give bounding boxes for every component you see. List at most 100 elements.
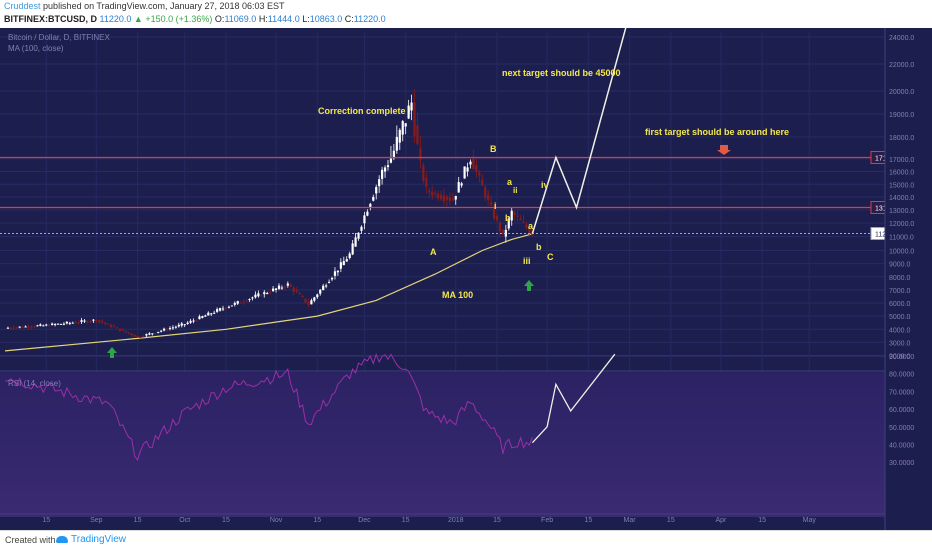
annotation-label: first target should be around here <box>645 127 789 137</box>
candle-up <box>360 226 363 231</box>
candle-down <box>242 301 245 303</box>
time-tick-label: 15 <box>667 517 675 524</box>
candle-down <box>104 322 107 324</box>
candle-up <box>351 243 354 255</box>
chart-frame[interactable]: 17101.713178.611220.0 2000.03000.04000.0… <box>0 3 932 530</box>
candle-up <box>392 150 395 159</box>
candle-up <box>280 287 284 289</box>
candle-up <box>507 218 510 229</box>
candle-down <box>98 320 101 322</box>
price-tick-label: 24000.0 <box>889 35 914 42</box>
candle-up <box>469 161 472 165</box>
candle-down <box>307 301 310 305</box>
candle-down <box>425 177 428 187</box>
candle-down <box>33 326 36 328</box>
candle-down <box>301 295 304 298</box>
price-tick-label: 11000.0 <box>889 235 914 242</box>
chart-canvas[interactable]: 17101.713178.611220.0 2000.03000.04000.0… <box>0 3 932 530</box>
candle-up <box>313 297 316 301</box>
candle-up <box>271 288 275 291</box>
candle-down <box>95 320 98 322</box>
published-text: published on TradingView.com, January 27… <box>43 1 285 11</box>
price-axis[interactable]: 2000.0 3000.0 4000.0 5000.0 6000.0 7000.0 8000… <box>884 28 932 530</box>
candle-up <box>375 186 378 194</box>
candle-down <box>295 290 298 292</box>
candle-up <box>363 215 366 224</box>
candle-up <box>68 322 71 324</box>
price-tick-label: 14000.0 <box>889 195 914 202</box>
candle-up <box>204 315 207 317</box>
wave-label: a <box>528 221 534 231</box>
rsi-tick-label: 30.0000 <box>889 460 914 467</box>
candle-up <box>80 320 83 322</box>
candle-down <box>239 302 242 304</box>
candle-up <box>407 105 410 119</box>
time-tick-label: Nov <box>270 517 283 524</box>
candle-up <box>186 322 189 324</box>
wave-label: b <box>505 213 511 223</box>
candle-up <box>45 324 48 326</box>
low-label: L: <box>302 14 310 24</box>
candle-up <box>183 324 186 326</box>
candle-down <box>260 295 263 297</box>
candle-up <box>157 331 160 333</box>
price-tick-label: 3000.0 <box>889 340 911 347</box>
candle-down <box>528 227 531 234</box>
candle-up <box>171 327 175 329</box>
candle-down <box>136 335 139 337</box>
candle-up <box>92 319 95 321</box>
candle-up <box>254 294 257 298</box>
candle-up <box>177 324 180 327</box>
candle-up <box>381 169 384 179</box>
candle-up <box>327 281 331 283</box>
wave-label: ii <box>513 186 517 195</box>
tradingview-logo[interactable]: TradingView <box>56 534 126 545</box>
candle-down <box>481 179 484 186</box>
candle-down <box>490 202 493 205</box>
time-axis[interactable]: 15 Sep 15 Oct 15 Nov 15 Dec 15 2018 15 Feb 15 Mar 15 Ap… <box>0 513 885 524</box>
candle-down <box>133 334 136 337</box>
candle-up <box>266 293 269 295</box>
time-tick-label: Apr <box>715 517 727 524</box>
time-tick-label: 15 <box>402 517 410 524</box>
candle-up <box>180 323 183 326</box>
candle-up <box>210 313 213 315</box>
candle-down <box>451 198 454 201</box>
candle-down <box>416 125 419 145</box>
low-value: 10863.0 <box>309 14 343 24</box>
candle-down <box>101 321 104 323</box>
candle-down <box>519 218 522 221</box>
rsi-tick-label: 60.0000 <box>889 407 914 414</box>
candle-up <box>227 306 231 308</box>
candle-up <box>325 285 328 287</box>
green-up-arrow-icon <box>524 280 534 291</box>
candle-up <box>319 289 322 294</box>
candle-up <box>221 308 225 310</box>
author-link[interactable]: Cruddest <box>4 1 41 11</box>
price-tick-label: 20000.0 <box>889 89 914 96</box>
candle-down <box>413 102 416 136</box>
candle-up <box>160 330 163 332</box>
annotation-label: MA 100 <box>442 290 473 300</box>
candle-down <box>434 192 437 194</box>
time-tick-label: 15 <box>222 517 230 524</box>
candle-up <box>201 316 204 318</box>
annotation-label: Correction complete ! <box>318 106 411 116</box>
candle-up <box>460 183 463 186</box>
candle-down <box>495 215 499 221</box>
candle-up <box>230 305 233 307</box>
time-tick-label: 15 <box>758 517 766 524</box>
candle-down <box>127 332 130 334</box>
candle-up <box>213 312 216 314</box>
wave-label: iii <box>523 256 531 266</box>
ma-indicator-title: MA (100, close) <box>8 44 64 53</box>
candle-down <box>516 215 519 217</box>
candle-down <box>109 324 113 328</box>
last-price: 11220.0 <box>99 14 132 24</box>
ma-100-layer <box>4 233 533 352</box>
time-tick-label: Feb <box>541 517 553 524</box>
candle-up <box>322 285 325 291</box>
publication-line: Cruddest published on TradingView.com, J… <box>4 1 285 11</box>
candle-down <box>121 329 124 331</box>
candle-down <box>525 224 528 228</box>
